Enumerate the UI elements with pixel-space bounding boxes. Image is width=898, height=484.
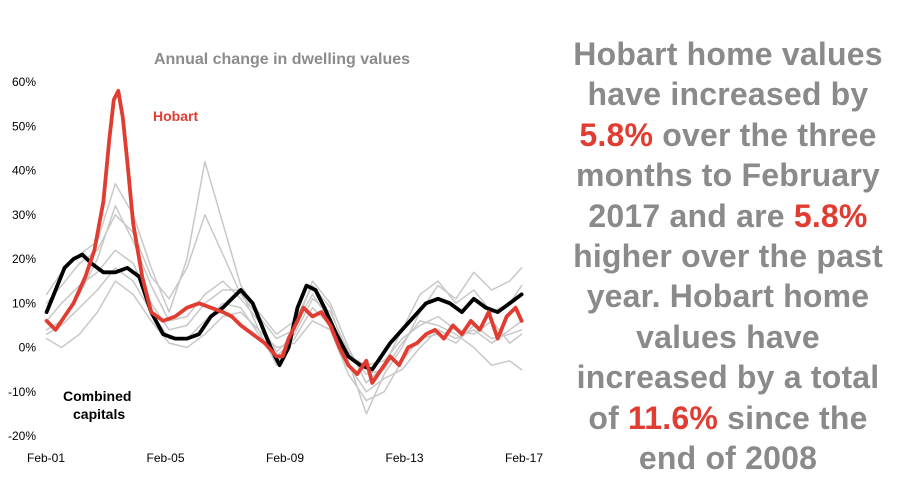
y-tick-label: 30% [12,208,36,222]
series-line-other-capital [45,160,523,415]
x-axis-ticks: Feb-01 Feb-05 Feb-09 Feb-13 Feb-17 [27,451,543,465]
summary-text: Hobart home values have increased by 5.8… [563,34,893,478]
summary-part-4: since the end of 2008 [638,399,868,477]
summary-part-3: higher over the past year. Hobart home v… [573,238,883,436]
y-tick-label: -20% [8,429,36,443]
line-chart: Annual change in dwelling values 60% 50% 4… [8,51,543,465]
y-axis-ticks: 60% 50% 40% 30% 20% 10% 0% -10% -20% [8,75,36,443]
x-tick-label: Feb-01 [27,451,65,465]
annotation-hobart: Hobart [153,108,198,124]
y-tick-label: 20% [12,252,36,266]
highlight-value-1y: 5.8% [793,197,868,234]
annotation-combined: Combined [63,388,131,404]
summary-part-2: over the three months to February 2017 a… [575,116,881,234]
series-lines [44,89,524,415]
x-tick-label: Feb-17 [505,451,543,465]
x-tick-label: Feb-05 [146,451,184,465]
highlight-value-total: 11.6% [628,399,719,436]
y-tick-label: 10% [12,296,36,310]
y-tick-label: 0% [19,341,37,355]
summary-part-1: Hobart home values have increased by [573,36,883,113]
y-tick-label: 60% [12,75,36,89]
highlight-value-3m: 5.8% [579,116,654,153]
y-tick-label: 50% [12,119,36,133]
x-tick-label: Feb-13 [385,451,423,465]
chart-title: Annual change in dwelling values [154,51,410,68]
y-tick-label: -10% [8,385,36,399]
y-tick-label: 40% [12,164,36,178]
series-line-hobart [44,89,524,385]
series-line-other-capital [45,280,523,402]
x-tick-label: Feb-09 [266,451,304,465]
annotation-capitals: capitals [73,406,125,422]
series-line-combined-capitals [44,252,524,372]
